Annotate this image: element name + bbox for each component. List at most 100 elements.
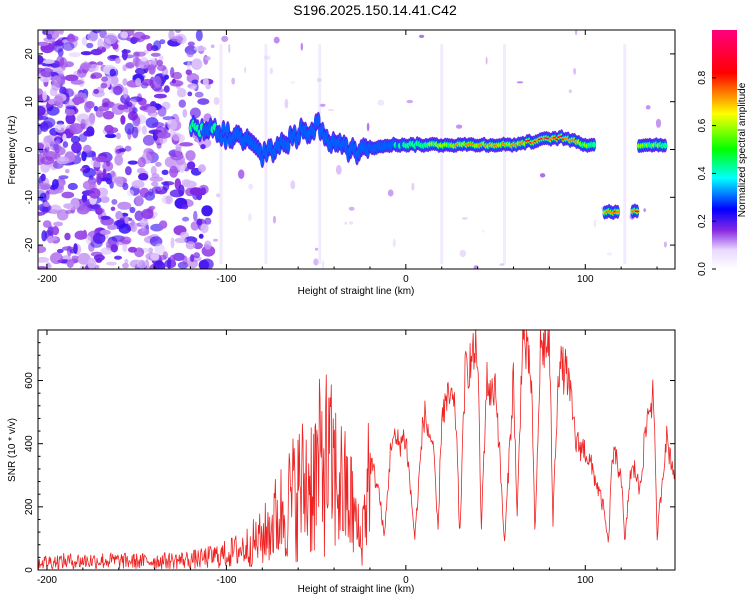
noise-blob [194,91,204,98]
noise-blob [147,106,157,114]
noise-blob [47,98,56,105]
noise-blob [516,81,524,84]
noise-blob [115,132,121,140]
noise-blob [185,241,196,250]
noise-blob [122,48,128,61]
colorbar-tick-label: 0.0 [697,262,708,276]
noise-blob [130,219,135,226]
noise-blob [193,242,203,250]
noise-blob [134,51,146,57]
figure-title: S196.2025.150.14.41.C42 [293,2,457,18]
colorbar-gradient [712,30,737,269]
noise-blob [200,223,209,234]
noise-blob [58,30,64,35]
noise-blob [164,74,169,80]
noise-blob [114,176,124,187]
top-y-axis-label: Frequency (Hz) [7,116,18,185]
noise-blob [131,180,145,189]
noise-blob [142,134,155,146]
noise-blob [38,245,47,254]
noise-blob [109,68,117,77]
noise-blob [162,251,168,260]
noise-blob [127,160,138,165]
colorbar-ticks: 0.0 0.2 0.4 0.6 0.8 [697,70,716,276]
noise-blob [89,187,101,199]
noise-blob [213,238,218,242]
noise-blob [101,76,109,82]
noise-blob [61,191,75,199]
noise-blob [64,232,71,241]
noise-blob [76,149,81,157]
noise-blob [59,79,66,86]
noise-blob [154,243,165,255]
noise-blob [197,98,210,105]
colorbar: 0.0 0.2 0.4 0.6 0.8 Normalized spectral ampl… [697,30,748,276]
noise-blob [213,97,220,105]
x-tick-label: 100 [577,575,594,586]
noise-blob [70,135,81,144]
noise-blob [53,221,64,227]
noise-blob [71,255,79,260]
bottom-y-ticks: 0 200 400 600 [24,342,675,573]
noise-blob [46,106,60,116]
x-tick-label: 0 [403,575,409,586]
noise-blob [300,42,303,51]
noise-blob [88,64,100,72]
noise-blob [93,88,99,95]
noise-blob [138,172,149,181]
noise-blob [150,165,157,176]
noise-blob [43,201,50,207]
top-x-ticks: -200 -100 0 100 [37,30,658,285]
noise-blob [244,66,247,73]
noise-blob [148,205,156,210]
noise-blob [120,115,126,125]
noise-blob [170,150,184,161]
noise-blob [313,258,319,266]
noise-blob [202,77,209,87]
noise-blob [93,105,98,112]
noise-blob [137,156,146,168]
noise-blob [163,181,170,191]
noise-blob [201,205,213,217]
noise-blob [183,180,197,189]
noise-blob [135,195,143,206]
vertical-streak [440,44,444,265]
ridge-blob [285,139,291,152]
colorbar-tick-label: 0.2 [697,214,708,228]
noise-blob [187,41,195,47]
noise-blob [83,144,92,153]
noise-blob [69,123,84,135]
noise-blob [67,182,78,191]
noise-blob [155,161,162,167]
noise-blob [170,36,184,42]
noise-blob [127,189,135,197]
noise-blob [95,169,103,177]
ridge-blob [634,210,640,213]
noise-blob [184,236,198,244]
noise-blob [392,238,396,248]
noise-blob [74,230,88,240]
noise-blob [64,88,74,98]
noise-blob [42,90,47,101]
noise-blob [316,78,322,82]
noise-blob [158,220,168,229]
noise-blob [120,236,132,244]
noise-blob [186,259,198,269]
ridge-blob [662,142,668,149]
bottom-x-axis-label: Height of straight line (km) [298,584,415,595]
y-tick-label: 0 [24,567,35,573]
noise-blob [117,201,132,210]
noise-blob [195,30,203,42]
noise-blob [134,247,145,258]
noise-blob [38,55,44,65]
noise-blob [349,221,354,225]
noise-blob [153,93,167,99]
noise-blob [568,89,572,94]
y-tick-label: -10 [24,190,35,205]
noise-blob [182,216,190,222]
noise-blob [73,243,78,255]
noise-blob [136,259,147,269]
noise-blob [40,156,55,165]
noise-blob [46,33,53,40]
noise-blob [204,217,212,225]
